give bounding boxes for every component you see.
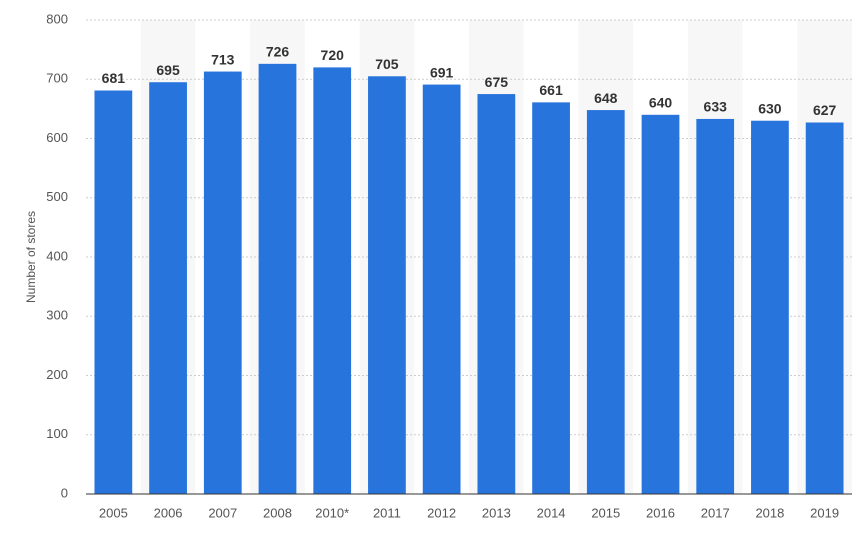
bar [258,63,297,494]
y-tick-label: 800 [46,11,68,26]
value-label: 705 [375,56,399,72]
x-tick-label: 2008 [263,505,292,520]
value-label: 675 [485,74,509,90]
x-tick-label: 2011 [373,505,401,520]
x-tick-label: 2017 [701,505,730,520]
bar [203,71,242,495]
y-tick-label: 100 [46,426,68,441]
value-label: 661 [539,82,563,98]
x-tick-label: 2015 [591,505,620,520]
y-tick-label: 0 [61,485,68,500]
bar [313,67,352,495]
bar [149,82,187,495]
value-label: 648 [594,90,618,106]
y-tick-label: 500 [46,189,68,204]
x-tick-label: 2013 [482,505,511,520]
y-tick-label: 400 [46,248,68,263]
bar [94,90,133,494]
value-label: 630 [758,100,782,116]
bar [805,122,844,494]
bar [477,94,516,494]
value-label: 695 [156,62,180,78]
x-tick-label: 2014 [537,505,566,520]
x-tick-label: 2012 [427,505,456,520]
value-label: 691 [430,64,454,80]
value-label: 720 [321,47,345,63]
y-axis-title: Number of stores [24,211,38,303]
x-tick-label: 2016 [646,505,675,520]
value-label: 633 [704,99,728,115]
x-tick-label: 2005 [99,505,128,520]
y-tick-label: 700 [46,71,68,86]
bar [641,114,680,495]
value-label: 726 [266,44,290,60]
x-tick-label: 2007 [208,505,237,520]
bar [586,110,625,494]
value-label: 681 [102,70,126,86]
x-tick-label: 2019 [810,505,839,520]
y-tick-label: 600 [46,130,68,145]
x-tick-label: 2006 [154,505,183,520]
bar [368,76,406,494]
value-label: 640 [649,95,673,111]
bar [422,84,461,495]
bar [696,118,735,494]
bar [532,102,570,495]
y-tick-label: 300 [46,308,68,323]
x-tick-label: 2010* [315,505,349,520]
bar [751,120,789,494]
x-tick-label: 2018 [755,505,784,520]
value-label: 713 [211,51,235,67]
y-tick-label: 200 [46,367,68,382]
value-label: 627 [813,102,837,118]
